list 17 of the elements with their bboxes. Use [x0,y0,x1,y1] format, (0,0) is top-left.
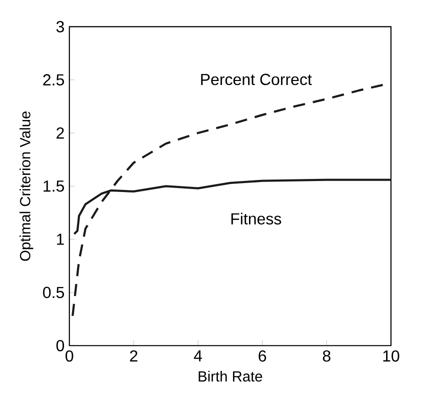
y-tick-label: 2 [56,127,64,138]
y-tick-label: 0.5 [43,286,64,298]
y-axis-title: Optimal Criterion Value [20,111,34,261]
x-tick-label: 4 [194,350,202,362]
y-tick-label: 0 [56,340,64,352]
x-tick-label: 0 [66,350,74,362]
series-label: Percent Correct [201,74,312,85]
x-axis-title: Birth Rate [198,370,262,382]
x-tick-label: 6 [258,350,266,362]
series-label: Fitness [231,212,282,224]
x-tick-label: 2 [130,350,138,362]
x-tick-label: 8 [322,350,330,362]
y-tick-label: 3 [56,20,64,32]
y-tick-label: 1.5 [44,180,64,192]
y-tick-label: 2.5 [43,74,64,86]
y-tick-label: 1 [56,234,64,245]
x-tick-label: 10 [383,350,400,362]
